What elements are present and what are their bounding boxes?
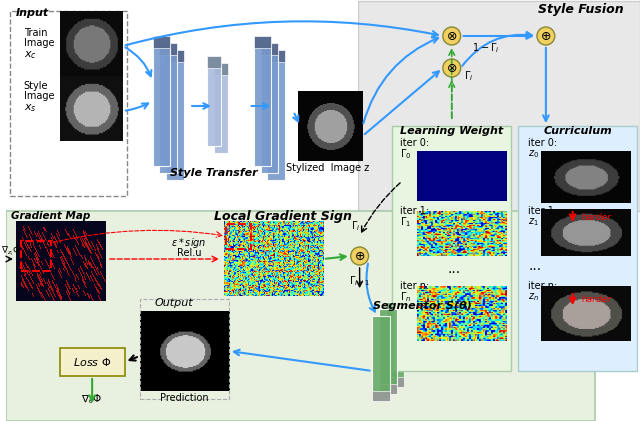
Text: Input: Input	[16, 8, 49, 18]
Text: iter n:: iter n:	[528, 281, 557, 291]
Bar	[214, 63, 228, 75]
Text: $\otimes$: $\otimes$	[446, 61, 458, 75]
Bar	[214, 63, 228, 153]
Bar	[387, 377, 404, 387]
Bar	[60, 348, 125, 376]
Text: $\varepsilon*sign$: $\varepsilon*sign$	[172, 236, 207, 250]
Text: $x_s$: $x_s$	[24, 102, 36, 114]
Text: iter 0:: iter 0:	[400, 138, 429, 148]
Bar	[207, 56, 221, 68]
Bar	[372, 391, 390, 401]
Bar	[10, 11, 127, 196]
Text: ...: ...	[528, 259, 541, 273]
Bar	[159, 43, 177, 173]
Text: $\nabla_\theta\Phi$: $\nabla_\theta\Phi$	[81, 392, 103, 406]
Text: Style Fusion: Style Fusion	[538, 3, 623, 16]
Bar	[20, 241, 51, 271]
Bar	[152, 36, 170, 48]
Text: Output: Output	[155, 298, 194, 308]
Text: Local Gradient Sign: Local Gradient Sign	[214, 210, 352, 223]
Text: $\Gamma_{i+1}$: $\Gamma_{i+1}$	[349, 274, 370, 288]
Bar	[159, 43, 177, 55]
Text: ...: ...	[447, 262, 460, 276]
Bar	[394, 370, 411, 380]
Bar	[253, 36, 271, 48]
Bar	[226, 224, 251, 249]
Text: Learning Weight: Learning Weight	[400, 126, 504, 136]
Text: Train: Train	[24, 28, 47, 38]
Text: Prediction: Prediction	[160, 393, 209, 403]
Bar	[6, 1, 358, 211]
Circle shape	[537, 27, 555, 45]
Circle shape	[443, 59, 461, 77]
Text: Image: Image	[24, 38, 54, 48]
Bar	[140, 299, 229, 399]
Text: harder: harder	[581, 296, 611, 304]
Text: iter n:: iter n:	[400, 281, 429, 291]
Text: $\Gamma_i$: $\Gamma_i$	[351, 219, 360, 233]
Bar	[260, 43, 278, 55]
Text: Image: Image	[24, 91, 54, 101]
Text: Gradient Map: Gradient Map	[11, 211, 90, 221]
Bar	[268, 50, 285, 180]
Text: $\oplus$: $\oplus$	[354, 250, 365, 263]
Text: $\Gamma_n$: $\Gamma_n$	[400, 290, 412, 304]
Bar	[380, 384, 397, 394]
Text: $z_1$: $z_1$	[528, 216, 539, 228]
Text: $\otimes$: $\otimes$	[446, 29, 458, 43]
Bar	[372, 316, 390, 401]
Bar	[166, 50, 184, 180]
Text: Loss $\Phi$: Loss $\Phi$	[73, 356, 111, 368]
Text: $1-\Gamma_i$: $1-\Gamma_i$	[472, 41, 499, 55]
Bar	[253, 36, 271, 166]
Bar	[518, 126, 637, 371]
Bar	[392, 126, 511, 371]
Text: Segmentor S(θ): Segmentor S(θ)	[372, 301, 472, 311]
Bar	[358, 1, 640, 211]
Text: $z_n$: $z_n$	[528, 291, 539, 303]
Circle shape	[351, 247, 369, 265]
Text: Curriculum: Curriculum	[543, 126, 612, 136]
Text: $x_c$: $x_c$	[24, 49, 36, 61]
Text: $z_0$: $z_0$	[528, 148, 539, 160]
Text: $\Gamma_0$: $\Gamma_0$	[400, 147, 412, 161]
Text: $\oplus$: $\oplus$	[540, 29, 552, 43]
Bar	[380, 309, 397, 394]
Text: iter 1:: iter 1:	[400, 206, 429, 216]
Bar	[152, 36, 170, 166]
Circle shape	[443, 27, 461, 45]
Bar	[394, 295, 411, 380]
Bar	[166, 50, 184, 62]
Text: $\Gamma_1$: $\Gamma_1$	[400, 215, 412, 229]
Text: harder: harder	[581, 213, 611, 221]
Text: Style: Style	[24, 81, 48, 91]
Text: $\nabla_{z_i}\Phi$: $\nabla_{z_i}\Phi$	[1, 244, 20, 258]
Bar	[260, 43, 278, 173]
Text: iter 1:: iter 1:	[528, 206, 557, 216]
Bar	[387, 302, 404, 387]
Bar	[207, 56, 221, 146]
Text: Style Transfer: Style Transfer	[170, 168, 258, 178]
Text: Rel.u: Rel.u	[177, 248, 202, 258]
Bar	[6, 211, 595, 421]
Bar	[268, 50, 285, 62]
Text: Stylized  Image z: Stylized Image z	[286, 163, 369, 173]
Text: $\Gamma_i$: $\Gamma_i$	[463, 69, 473, 83]
Text: iter 0:: iter 0:	[528, 138, 557, 148]
